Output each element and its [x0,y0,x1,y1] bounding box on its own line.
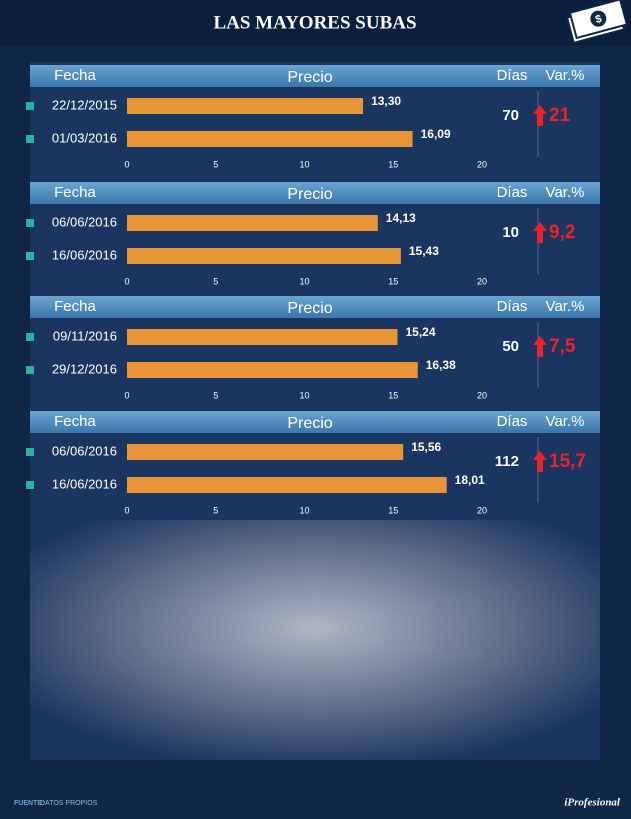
up-arrow [533,451,547,472]
x-tick-label: 10 [299,276,309,286]
up-arrow [533,105,547,126]
column-label: Precio [287,69,332,86]
x-tick-label: 20 [477,159,487,169]
value-label: 16,09 [421,127,451,141]
category-label: 06/06/2016 [52,214,117,229]
value-label: 13,30 [371,94,401,108]
column-label: Fecha [54,184,96,201]
bar [127,329,398,345]
panel-header [30,65,600,87]
x-tick-label: 15 [388,390,398,400]
column-label: Días [497,184,528,201]
x-tick-label: 5 [213,505,218,515]
x-tick-label: 20 [477,390,487,400]
column-label: Var.% [546,298,585,315]
column-label: Días [497,67,528,84]
x-tick-label: 5 [213,390,218,400]
legend-square [26,448,34,456]
legend-square [26,135,34,143]
legend-square [26,219,34,227]
x-tick-label: 10 [299,505,309,515]
money-icon: $ [565,0,629,45]
column-label: Precio [287,186,332,203]
x-tick-label: 15 [388,276,398,286]
x-tick-label: 10 [299,159,309,169]
value-label: 15,43 [409,244,439,258]
column-label: Var.% [546,184,585,201]
x-tick-label: 15 [388,159,398,169]
change: 9,2 [549,222,575,243]
value-label: 15,24 [406,325,436,339]
up-arrow [533,222,547,243]
change: 7,5 [549,336,576,357]
change: 21 [549,105,571,126]
column-label: Fecha [54,67,96,84]
brand: iProfesional [564,797,621,809]
x-tick-label: 0 [124,159,129,169]
svg-text:$: $ [594,13,603,26]
value-label: 15,56 [411,440,441,454]
column-label: Precio [287,415,332,432]
days: 10 [502,224,519,241]
bar [127,477,447,493]
category-label: 16/06/2016 [52,476,117,491]
x-tick-label: 10 [299,390,309,400]
title: LAS MAYORES SUBAS [213,12,416,33]
column-label: Var.% [546,413,585,430]
category-label: 22/12/2015 [52,97,117,112]
source: DATOS PROPIOS [40,800,98,807]
x-tick-label: 0 [124,276,129,286]
legend-square [26,481,34,489]
column-label: Días [497,413,528,430]
column-label: Fecha [54,298,96,315]
photo-placeholder [30,520,600,760]
legend-square [26,102,34,110]
x-tick-label: 20 [477,276,487,286]
category-label: 29/12/2016 [52,361,117,376]
days: 112 [495,453,519,470]
up-arrow [533,336,547,357]
bar [127,131,413,147]
category-label: 09/11/2016 [53,328,117,343]
bar [127,444,404,460]
value-label: 14,13 [386,211,416,225]
title-bar [0,0,631,46]
category-label: 01/03/2016 [52,130,117,145]
days: 50 [502,338,519,355]
legend-square [26,252,34,260]
days: 70 [502,107,519,124]
column-label: Precio [287,300,332,317]
value-label: 16,38 [426,358,456,372]
panel-header [30,296,600,318]
legend-square [26,366,34,374]
value-label: 18,01 [455,473,485,487]
change: 15,7 [549,451,586,472]
x-tick-label: 5 [213,276,218,286]
x-tick-label: 0 [124,505,129,515]
x-tick-label: 15 [388,505,398,515]
column-label: Fecha [54,413,96,430]
x-tick-label: 20 [477,505,487,515]
bar [127,248,401,264]
bar [127,215,378,231]
bar [127,98,364,114]
legend-square [26,333,34,341]
x-tick-label: 5 [213,159,218,169]
column-label: Var.% [546,67,585,84]
panel-header [30,411,600,433]
category-label: 06/06/2016 [52,443,117,458]
panel-header [30,182,600,204]
bar [127,362,418,378]
x-tick-label: 0 [124,390,129,400]
column-label: Días [497,298,528,315]
source-label: FUENTE: [14,800,44,807]
category-label: 16/06/2016 [52,247,117,262]
